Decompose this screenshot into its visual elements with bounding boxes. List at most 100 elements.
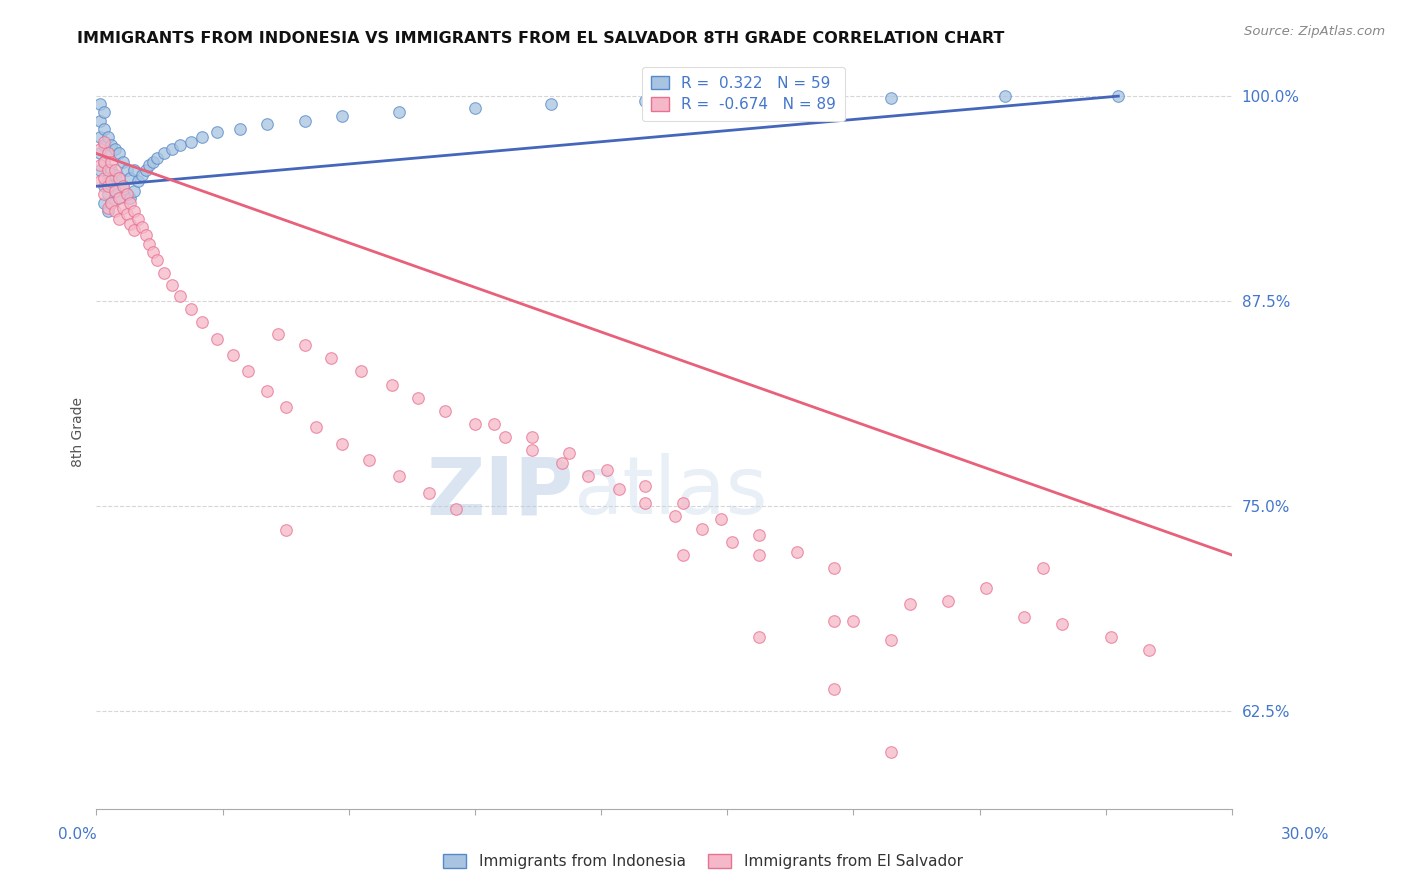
Point — [115, 207, 138, 221]
Point — [146, 252, 169, 267]
Point — [350, 364, 373, 378]
Y-axis label: 8th Grade: 8th Grade — [72, 397, 86, 467]
Point — [823, 614, 845, 628]
Point — [97, 162, 120, 177]
Point — [381, 377, 404, 392]
Point — [146, 152, 169, 166]
Text: 0.0%: 0.0% — [58, 827, 97, 841]
Text: Source: ZipAtlas.com: Source: ZipAtlas.com — [1244, 25, 1385, 38]
Point — [108, 191, 131, 205]
Point — [433, 404, 456, 418]
Point — [120, 171, 142, 186]
Point — [842, 614, 865, 628]
Point — [93, 121, 115, 136]
Point — [97, 179, 120, 194]
Point — [1099, 630, 1122, 644]
Point — [332, 109, 354, 123]
Point — [104, 184, 127, 198]
Point — [994, 89, 1017, 103]
Point — [135, 162, 157, 177]
Point — [104, 142, 127, 156]
Point — [294, 113, 316, 128]
Point — [100, 174, 122, 188]
Point — [142, 154, 165, 169]
Point — [294, 338, 316, 352]
Point — [444, 502, 467, 516]
Point — [482, 417, 505, 431]
Point — [97, 187, 120, 202]
Point — [104, 162, 127, 177]
Point — [1137, 643, 1160, 657]
Point — [464, 101, 486, 115]
Point — [100, 195, 122, 210]
Point — [100, 179, 122, 194]
Point — [122, 184, 145, 198]
Legend: R =  0.322   N = 59, R =  -0.674   N = 89: R = 0.322 N = 59, R = -0.674 N = 89 — [641, 67, 845, 121]
Point — [153, 146, 176, 161]
Point — [97, 201, 120, 215]
Point — [89, 130, 111, 145]
Point — [256, 117, 278, 131]
Point — [138, 158, 160, 172]
Point — [207, 332, 229, 346]
Point — [672, 495, 695, 509]
Point — [898, 597, 921, 611]
Point — [89, 146, 111, 161]
Point — [596, 463, 619, 477]
Point — [267, 326, 290, 341]
Legend: Immigrants from Indonesia, Immigrants from El Salvador: Immigrants from Indonesia, Immigrants fr… — [437, 848, 969, 875]
Point — [93, 138, 115, 153]
Point — [97, 171, 120, 186]
Point — [690, 522, 713, 536]
Point — [274, 524, 297, 538]
Point — [111, 201, 134, 215]
Point — [100, 138, 122, 153]
Point — [180, 135, 202, 149]
Point — [122, 162, 145, 177]
Point — [229, 121, 252, 136]
Text: IMMIGRANTS FROM INDONESIA VS IMMIGRANTS FROM EL SALVADOR 8TH GRADE CORRELATION C: IMMIGRANTS FROM INDONESIA VS IMMIGRANTS … — [77, 31, 1005, 46]
Point — [127, 212, 149, 227]
Point — [89, 174, 111, 188]
Point — [160, 142, 183, 156]
Point — [406, 391, 429, 405]
Point — [221, 348, 243, 362]
Point — [115, 187, 138, 202]
Text: ZIP: ZIP — [426, 453, 574, 532]
Point — [93, 154, 115, 169]
Point — [748, 630, 770, 644]
Point — [804, 91, 827, 105]
Point — [93, 105, 115, 120]
Point — [634, 94, 657, 108]
Text: 30.0%: 30.0% — [1281, 827, 1329, 841]
Point — [89, 162, 111, 177]
Point — [578, 469, 600, 483]
Point — [104, 184, 127, 198]
Point — [111, 179, 134, 194]
Point — [108, 171, 131, 186]
Point — [1032, 561, 1054, 575]
Point — [104, 203, 127, 218]
Point — [97, 146, 120, 161]
Point — [748, 548, 770, 562]
Point — [142, 244, 165, 259]
Point — [634, 479, 657, 493]
Point — [823, 561, 845, 575]
Point — [1012, 610, 1035, 624]
Point — [89, 97, 111, 112]
Point — [823, 682, 845, 697]
Point — [332, 436, 354, 450]
Point — [115, 187, 138, 202]
Point — [880, 91, 903, 105]
Point — [127, 174, 149, 188]
Point — [111, 154, 134, 169]
Point — [191, 130, 214, 145]
Point — [1050, 616, 1073, 631]
Point — [936, 594, 959, 608]
Point — [974, 581, 997, 595]
Point — [748, 528, 770, 542]
Point — [721, 534, 744, 549]
Text: atlas: atlas — [574, 453, 768, 532]
Point — [388, 105, 411, 120]
Point — [97, 130, 120, 145]
